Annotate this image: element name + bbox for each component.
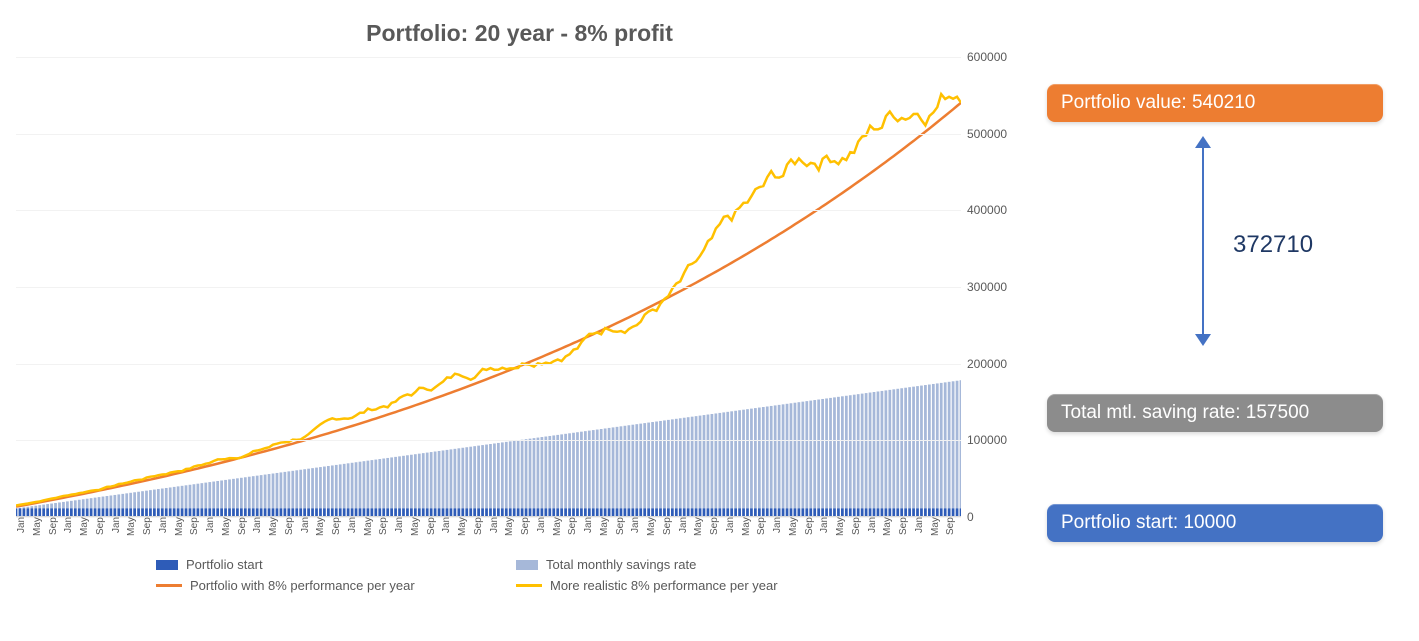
legend: Portfolio startTotal monthly savings rat… [16,547,1023,593]
y-axis: 0100000200000300000400000500000600000 [961,57,1023,517]
portfolio-start-pill: Portfolio start: 10000 [1047,504,1383,542]
chart-area: Portfolio: 20 year - 8% profit 010000020… [16,16,1023,593]
chart-title: Portfolio: 20 year - 8% profit [16,20,1023,47]
total-saving-pill: Total mtl. saving rate: 157500 [1047,394,1383,432]
legend-item: More realistic 8% performance per year [516,578,876,593]
difference-value: 372710 [1233,231,1313,259]
legend-item: Total monthly savings rate [516,557,876,572]
portfolio-value-pill: Portfolio value: 540210 [1047,84,1383,122]
side-panel: Portfolio value: 540210 372710 Total mtl… [1023,16,1403,576]
x-axis: JanMaySepJanMaySepJanMaySepJanMaySepJanM… [16,517,1023,547]
legend-item: Portfolio with 8% performance per year [156,578,516,593]
plot-region [16,57,961,517]
legend-item: Portfolio start [156,557,516,572]
difference-arrow [1183,136,1223,346]
